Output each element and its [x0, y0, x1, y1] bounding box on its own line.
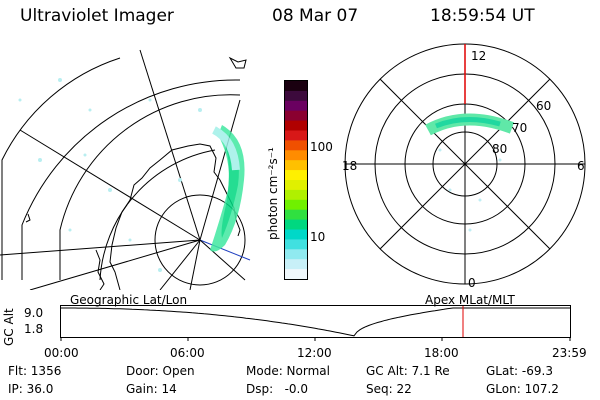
dsp-value: Dsp: -0.0 [246, 382, 309, 396]
colorbar-segment [285, 140, 307, 151]
meridian-line [159, 239, 201, 290]
meridian-line [189, 239, 201, 290]
polar-plot: 12 18 6 0 60 70 80 [342, 43, 586, 290]
colorbar-segment [285, 209, 307, 221]
meridian-line [29, 239, 201, 290]
timeline-axis-label: GC Alt [2, 308, 16, 346]
latitude-arc-far [1, 57, 121, 280]
geographic-latitude: GLat: -69.3 [486, 364, 553, 378]
observation-time: 18:59:54 UT [430, 6, 535, 26]
lat-label-80: 80 [492, 142, 507, 156]
meridian-line [199, 239, 246, 281]
geographic-map [0, 49, 251, 290]
emission-speckle [18, 78, 202, 272]
flight-number: Flt: 1356 [8, 364, 62, 378]
timeline-tick-0600: 06:00 [170, 346, 205, 360]
gain-value: Gain: 14 [126, 382, 177, 396]
colorbar-segment [285, 90, 307, 102]
colorbar-segment [285, 189, 307, 201]
mlt-label-18: 18 [342, 159, 357, 173]
colorbar-segment [285, 81, 307, 92]
colorbar-segment [285, 170, 307, 181]
colorbar-tick-10: 10 [310, 230, 326, 244]
colorbar-segment [285, 120, 307, 131]
colorbar [284, 80, 308, 280]
colorbar-segment [285, 180, 307, 191]
door-status: Door: Open [126, 364, 195, 378]
polar-diagonal [379, 78, 551, 250]
timeline-tick-0000: 00:00 [44, 346, 79, 360]
colorbar-segment [285, 259, 307, 270]
mlt-label-6: 6 [577, 159, 585, 173]
colorbar-tick-100: 100 [310, 140, 333, 154]
latitude-arc-inner [99, 149, 216, 281]
gc-altitude: GC Alt: 7.1 Re [366, 364, 450, 378]
colorbar-gradient [285, 81, 307, 280]
colorbar-segment [285, 199, 307, 211]
colorbar-segment [285, 110, 307, 122]
colorbar-segment [285, 160, 307, 171]
geographic-label: Geographic Lat/Lon [70, 293, 188, 307]
timeline-y-min: 1.8 [24, 322, 44, 336]
altitude-timeline [60, 305, 571, 341]
lat-label-70: 70 [512, 121, 527, 135]
pole-circle [154, 194, 246, 286]
mlt-label-0: 0 [468, 276, 476, 290]
colorbar-segment [285, 269, 307, 280]
colorbar-unit-label: photon cm⁻²s⁻¹ [266, 147, 280, 240]
coastline-fragment [95, 249, 105, 290]
aurora-oval-core [435, 116, 501, 129]
aurora-emission [210, 125, 245, 252]
ip-value: IP: 36.0 [8, 382, 54, 396]
instrument-title: Ultraviolet Imager [20, 6, 174, 26]
meridian-line [199, 99, 241, 241]
geographic-longitude: GLon: 107.2 [486, 382, 559, 396]
colorbar-segment [285, 219, 307, 230]
latitude-arc-mid [59, 94, 241, 280]
colorbar-segment [285, 130, 307, 141]
mlt-label-12: 12 [471, 49, 486, 63]
colorbar-segment [285, 249, 307, 260]
timeline-tick-1200: 12:00 [297, 346, 332, 360]
island-outline [228, 56, 247, 69]
colorbar-segment [285, 239, 307, 250]
latitude-arc-outer [21, 79, 241, 280]
meridian-line [139, 49, 201, 241]
timeline-y-max: 9.0 [24, 306, 44, 320]
altitude-curve [60, 307, 570, 337]
coastline-fragment [25, 213, 31, 223]
lat-label-60: 60 [536, 99, 551, 113]
colorbar-segment [285, 100, 307, 112]
timeline-tick-2359: 23:59 [552, 346, 587, 360]
mode-value: Mode: Normal [246, 364, 330, 378]
timeline-ticks [60, 338, 571, 341]
sequence-number: Seq: 22 [366, 382, 412, 396]
polar-speckle [438, 148, 502, 232]
apex-label: Apex MLat/MLT [425, 293, 515, 307]
timeline-frame [60, 305, 571, 338]
colorbar-segment [285, 229, 307, 240]
meridian-line [19, 129, 201, 241]
timeline-tick-1800: 18:00 [424, 346, 459, 360]
meridian-line-highlight [199, 239, 251, 261]
colorbar-segment [285, 150, 307, 161]
observation-date: 08 Mar 07 [272, 6, 359, 26]
meridian-line [0, 239, 201, 256]
